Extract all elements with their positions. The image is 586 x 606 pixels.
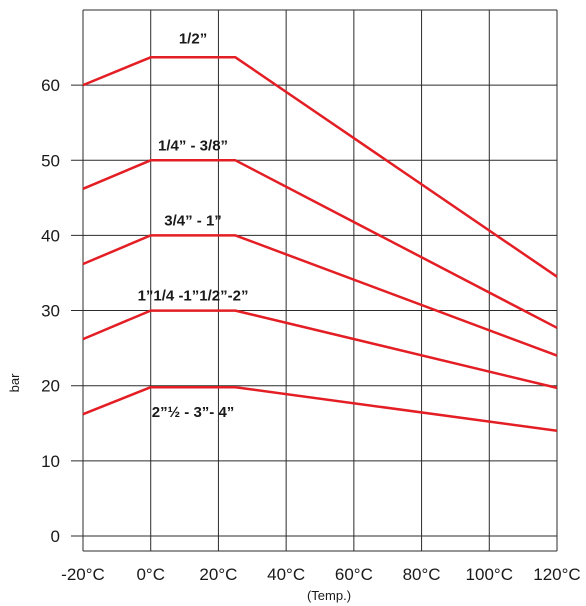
x-tick-label: 20°C — [199, 565, 237, 584]
series-label: 1/4” - 3/8” — [158, 137, 228, 154]
series-label: 3/4” - 1” — [164, 212, 222, 229]
series-line — [82, 309, 558, 390]
y-tick-label: 50 — [41, 151, 60, 170]
x-tick-label: 120°C — [533, 565, 580, 584]
x-tick-label: 80°C — [403, 565, 441, 584]
series-labels: 1/2” 1/4” - 3/8” 3/4” - 1” 1”1/4 -1”1/2”-2”… — [138, 30, 249, 421]
y-tick-label: 0 — [51, 527, 60, 546]
series-label: 1”1/4 -1”1/2”-2” — [138, 288, 249, 305]
y-tick-label: 20 — [41, 377, 60, 396]
x-tick-label: 60°C — [335, 565, 373, 584]
y-axis-ticks: 0 10 20 30 40 50 60 — [41, 76, 60, 546]
series-line — [82, 234, 558, 357]
y-axis-label: bar — [7, 373, 22, 392]
y-tick-label: 60 — [41, 76, 60, 95]
series-label: 2”½ - 3”- 4” — [152, 404, 235, 421]
x-tick-label: 40°C — [267, 565, 305, 584]
series-line — [82, 159, 558, 329]
y-tick-label: 40 — [41, 226, 60, 245]
y-tick-label: 30 — [41, 302, 60, 321]
series-line — [82, 385, 558, 433]
series-lines — [82, 56, 558, 433]
x-tick-label: 100°C — [466, 565, 513, 584]
grid — [71, 9, 558, 552]
x-tick-label: -20°C — [61, 565, 105, 584]
x-tick-label: 0°C — [136, 565, 165, 584]
series-label: 1/2” — [179, 30, 207, 47]
x-axis-ticks: -20°C 0°C 20°C 40°C 60°C 80°C 100°C 120°C — [61, 565, 581, 584]
x-axis-label: (Temp.) — [307, 588, 351, 603]
series-line — [82, 56, 558, 278]
y-tick-label: 10 — [41, 452, 60, 471]
